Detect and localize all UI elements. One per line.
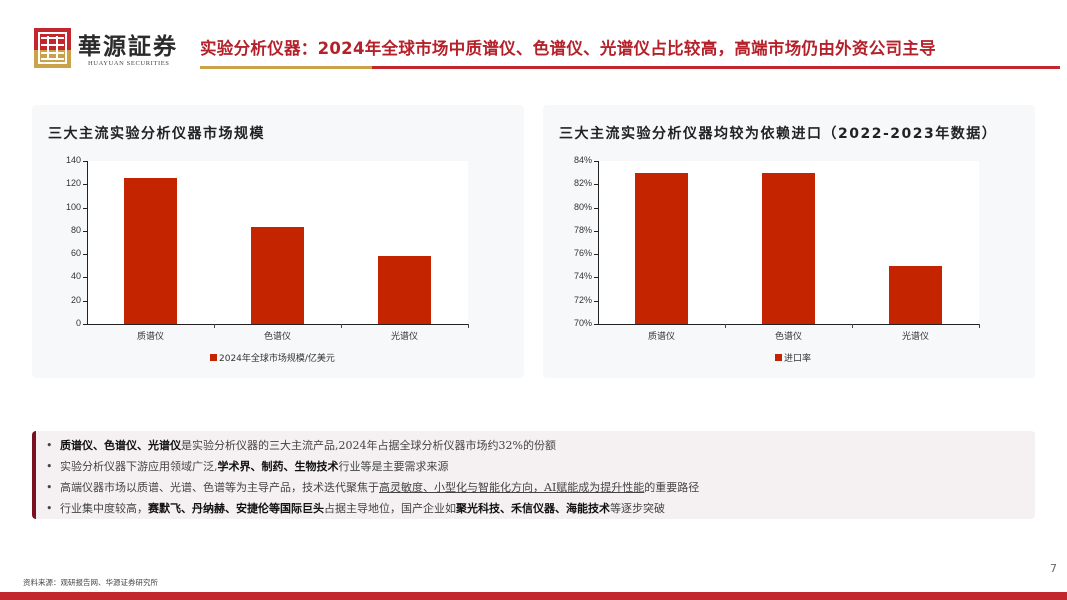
chart-title: 三大主流实验分析仪器市场规模 bbox=[48, 126, 265, 142]
text: 的重要路径 bbox=[644, 481, 700, 494]
x-tick-mark bbox=[341, 324, 342, 328]
y-tick-mark bbox=[594, 230, 598, 232]
y-tick-mark bbox=[83, 207, 87, 209]
y-tick-label: 70% bbox=[573, 318, 592, 328]
bullet-dot-icon: • bbox=[46, 481, 53, 494]
x-tick-mark bbox=[725, 324, 726, 328]
bold-text: 聚光科技、禾信仪器、海能技术 bbox=[456, 502, 610, 515]
y-tick-label: 20 bbox=[70, 294, 81, 305]
bar-2 bbox=[889, 265, 942, 324]
key-points-box: • 质谱仪、色谱仪、光谱仪是实验分析仪器的三大主流产品,2024年占据全球分析仪器… bbox=[32, 431, 1035, 519]
bar-1 bbox=[251, 227, 304, 324]
bullet-item: • 高端仪器市场以质谱、光谱、色谱等为主导产品，技术迭代聚焦于高灵敏度、小型化与智… bbox=[46, 477, 1035, 498]
y-tick-label: 0 bbox=[75, 318, 81, 328]
import-rate-chart-panel: 三大主流实验分析仪器均较为依赖进口（2022-2023年数据） 70% 72% 74… bbox=[543, 105, 1035, 378]
source-note: 资料来源：观研报告网、华源证券研究所 bbox=[23, 578, 158, 587]
y-tick-label: 40 bbox=[70, 271, 81, 282]
bold-text: 学术界、制药、生物技术 bbox=[217, 460, 339, 473]
x-tick-label: 质谱仪 bbox=[136, 332, 164, 342]
text: 等逐步突破 bbox=[610, 502, 665, 515]
y-tick-mark bbox=[594, 324, 598, 325]
bold-text: 质谱仪、色谱仪、光谱仪 bbox=[60, 439, 181, 452]
bar-1 bbox=[762, 172, 815, 324]
y-tick-mark bbox=[594, 184, 598, 186]
y-tick-label: 76% bbox=[573, 248, 592, 259]
bullet-dot-icon: • bbox=[46, 460, 53, 473]
bar-0 bbox=[635, 172, 688, 324]
y-tick-mark bbox=[594, 161, 598, 162]
footer-bar bbox=[0, 592, 1067, 600]
y-tick-label: 60 bbox=[70, 248, 81, 259]
text: 占据主导地位，国产企业如 bbox=[324, 502, 456, 515]
bar-0 bbox=[124, 178, 177, 324]
legend-swatch-icon bbox=[775, 354, 782, 361]
x-tick-mark bbox=[214, 324, 215, 328]
legend-swatch-icon bbox=[210, 354, 217, 361]
bullet-item: • 实验分析仪器下游应用领域广泛,学术界、制药、生物技术行业等是主要需求来源 bbox=[46, 456, 1035, 477]
y-tick-mark bbox=[594, 207, 598, 209]
y-tick-mark bbox=[83, 254, 87, 256]
chart-legend: 进口率 bbox=[775, 351, 811, 364]
text: 行业集中度较高， bbox=[60, 502, 148, 515]
legend-label: 进口率 bbox=[784, 354, 812, 364]
y-tick-label: 74% bbox=[573, 271, 592, 282]
title-underline-red bbox=[372, 66, 1060, 69]
bullet-item: • 行业集中度较高，赛默飞、丹纳赫、安捷伦等国际巨头占据主导地位，国产企业如聚光科… bbox=[46, 498, 1035, 519]
brand-name-en: HUAYUAN SECURITIES bbox=[88, 60, 170, 67]
legend-label: 2024年全球市场规模/亿美元 bbox=[219, 354, 335, 364]
market-size-chart-panel: 三大主流实验分析仪器市场规模 0 20 40 60 80 100 120 140 质谱仪 色谱仪 光… bbox=[32, 105, 524, 378]
page-title: 实验分析仪器：2024年全球市场中质谱仪、色谱仪、光谱仪占比较高，高端市场仍由外… bbox=[200, 39, 936, 58]
page-number: 7 bbox=[1050, 562, 1057, 575]
x-tick-label: 光谱仪 bbox=[390, 332, 418, 342]
x-tick-label: 质谱仪 bbox=[647, 332, 675, 342]
title-underline-gold bbox=[200, 66, 372, 69]
text: 行业等是主要需求来源 bbox=[338, 460, 449, 473]
y-tick-mark bbox=[594, 277, 598, 279]
bold-text: 赛默飞、丹纳赫、安捷伦等国际巨头 bbox=[148, 502, 324, 515]
bullet-dot-icon: • bbox=[46, 439, 53, 452]
x-axis bbox=[87, 324, 468, 325]
y-tick-label: 100 bbox=[65, 201, 81, 212]
text: 是实验分析仪器的三大主流产品,2024年占据全球分析仪器市场约32%的份额 bbox=[181, 439, 556, 452]
y-tick-label: 84% bbox=[573, 155, 592, 165]
text: 高端仪器市场以质谱、光谱、色谱等为主导产品，技术迭代聚焦于 bbox=[60, 481, 379, 494]
chart-legend: 2024年全球市场规模/亿美元 bbox=[210, 351, 335, 364]
y-axis bbox=[598, 161, 599, 325]
y-tick-label: 120 bbox=[65, 178, 81, 189]
underlined-text: 高灵敏度、小型化与智能化方向，AI赋能成为提升性能 bbox=[379, 481, 645, 494]
y-tick-mark bbox=[594, 300, 598, 302]
company-logo bbox=[34, 28, 71, 68]
y-tick-label: 82% bbox=[573, 178, 592, 189]
y-tick-mark bbox=[83, 230, 87, 232]
y-tick-mark bbox=[83, 300, 87, 302]
text: 实验分析仪器下游应用领域广泛, bbox=[60, 460, 218, 473]
y-tick-label: 80% bbox=[573, 201, 592, 212]
brand-name-cn: 華源証券 bbox=[78, 33, 178, 60]
y-tick-mark bbox=[83, 324, 87, 325]
x-tick-mark bbox=[468, 324, 469, 328]
y-tick-label: 140 bbox=[65, 155, 81, 165]
y-axis bbox=[87, 161, 88, 325]
y-tick-label: 80 bbox=[70, 224, 81, 235]
x-tick-mark bbox=[979, 324, 980, 328]
y-tick-mark bbox=[83, 184, 87, 186]
x-axis bbox=[598, 324, 979, 325]
y-tick-mark bbox=[83, 161, 87, 162]
x-tick-label: 色谱仪 bbox=[263, 332, 291, 342]
y-tick-label: 78% bbox=[573, 224, 592, 235]
bullet-item: • 质谱仪、色谱仪、光谱仪是实验分析仪器的三大主流产品,2024年占据全球分析仪器… bbox=[46, 435, 1035, 456]
bar-2 bbox=[378, 256, 431, 324]
y-tick-label: 72% bbox=[573, 294, 592, 305]
y-tick-mark bbox=[594, 254, 598, 256]
x-tick-label: 光谱仪 bbox=[901, 332, 929, 342]
x-tick-mark bbox=[852, 324, 853, 328]
y-tick-mark bbox=[83, 277, 87, 279]
bullet-dot-icon: • bbox=[46, 502, 53, 515]
chart-title: 三大主流实验分析仪器均较为依赖进口（2022-2023年数据） bbox=[559, 126, 998, 142]
x-tick-label: 色谱仪 bbox=[774, 332, 802, 342]
